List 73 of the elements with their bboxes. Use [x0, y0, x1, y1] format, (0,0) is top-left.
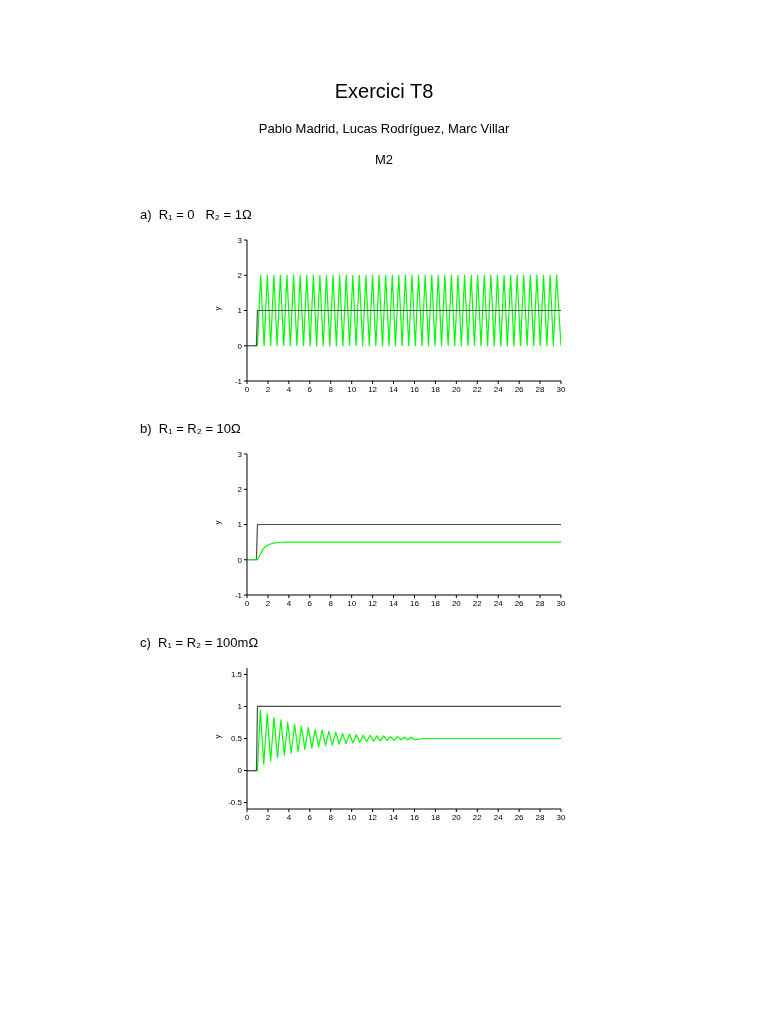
y-tick-label: 3 [237, 235, 243, 245]
x-tick-label: 22 [472, 384, 483, 394]
x-tick-label: 2 [265, 812, 271, 822]
y-tick-label: 3 [237, 449, 243, 459]
x-tick-label: 26 [514, 598, 525, 608]
x-tick-label: 20 [451, 384, 462, 394]
text: Exercici T8 [333, 80, 435, 103]
y-tick-label: 1 [237, 520, 243, 530]
x-tick-label: 6 [307, 598, 313, 608]
x-tick-label: 28 [535, 598, 546, 608]
x-tick-label: 30 [556, 812, 566, 822]
x-tick-label: 2 [265, 384, 271, 394]
x-tick-label: 20 [451, 812, 462, 822]
x-tick-label: 10 [347, 812, 357, 822]
x-tick-label: 30 [556, 384, 566, 394]
x-tick-label: 24 [493, 812, 504, 822]
x-tick-label: 18 [430, 812, 441, 822]
x-tick-label: 18 [430, 598, 441, 608]
x-tick-label: 14 [389, 598, 399, 608]
x-tick-label: 4 [286, 812, 292, 822]
y-tick-label: 0 [237, 766, 243, 776]
x-tick-label: 18 [430, 384, 441, 394]
y-tick-label: 0 [237, 341, 243, 351]
x-tick-label: 30 [556, 598, 566, 608]
x-tick-label: 4 [286, 384, 292, 394]
x-tick-label: 24 [493, 384, 504, 394]
y-tick-label: 0.5 [230, 734, 243, 744]
text: Pablo Madrid, Lucas Rodríguez, Marc Villar [257, 121, 511, 136]
y-tick-label: 0 [237, 555, 243, 565]
x-tick-label: 12 [368, 812, 378, 822]
y-axis-title: y [212, 306, 222, 311]
x-tick-label: 10 [347, 384, 357, 394]
x-tick-label: 26 [514, 384, 525, 394]
y-tick-label: 1 [237, 702, 243, 712]
x-tick-label: 12 [368, 598, 378, 608]
x-tick-label: 20 [451, 598, 462, 608]
x-tick-label: 0 [244, 598, 250, 608]
x-tick-label: 12 [368, 384, 378, 394]
text: M2 [373, 152, 395, 167]
y-tick-label: 2 [237, 485, 243, 495]
x-tick-label: 24 [493, 598, 504, 608]
x-tick-label: 10 [347, 598, 357, 608]
x-tick-label: 14 [389, 812, 399, 822]
x-tick-label: 22 [472, 812, 483, 822]
x-tick-label: 6 [307, 384, 313, 394]
x-tick-label: 6 [307, 812, 313, 822]
x-tick-label: 4 [286, 598, 292, 608]
y-tick-label: 2 [237, 271, 243, 281]
x-tick-label: 16 [410, 812, 420, 822]
y-tick-label: 1 [237, 306, 243, 316]
x-tick-label: 22 [472, 598, 483, 608]
y-tick-label: 1.5 [230, 670, 243, 680]
x-tick-label: 14 [389, 384, 399, 394]
chart-title: b) R₁ = R₂ = 10Ω [140, 421, 242, 436]
y-axis-title: y [212, 520, 222, 525]
y-tick-label: -1 [234, 590, 243, 600]
x-tick-label: 28 [535, 812, 546, 822]
x-tick-label: 8 [328, 598, 334, 608]
y-tick-label: -1 [234, 376, 243, 386]
x-tick-label: 2 [265, 598, 271, 608]
x-tick-label: 0 [244, 812, 250, 822]
x-tick-label: 8 [328, 384, 334, 394]
chart-title: c) R₁ = R₂ = 100mΩ [140, 635, 260, 650]
x-tick-label: 28 [535, 384, 546, 394]
x-tick-label: 8 [328, 812, 334, 822]
y-axis-title: y [212, 734, 222, 739]
x-tick-label: 0 [244, 384, 250, 394]
y-tick-label: -0.5 [228, 798, 243, 808]
line-series [247, 541, 561, 561]
chart-title: a) R₁ = 0 R₂ = 1Ω [140, 207, 253, 222]
x-tick-label: 26 [514, 812, 525, 822]
x-tick-label: 16 [410, 384, 420, 394]
x-tick-label: 16 [410, 598, 420, 608]
